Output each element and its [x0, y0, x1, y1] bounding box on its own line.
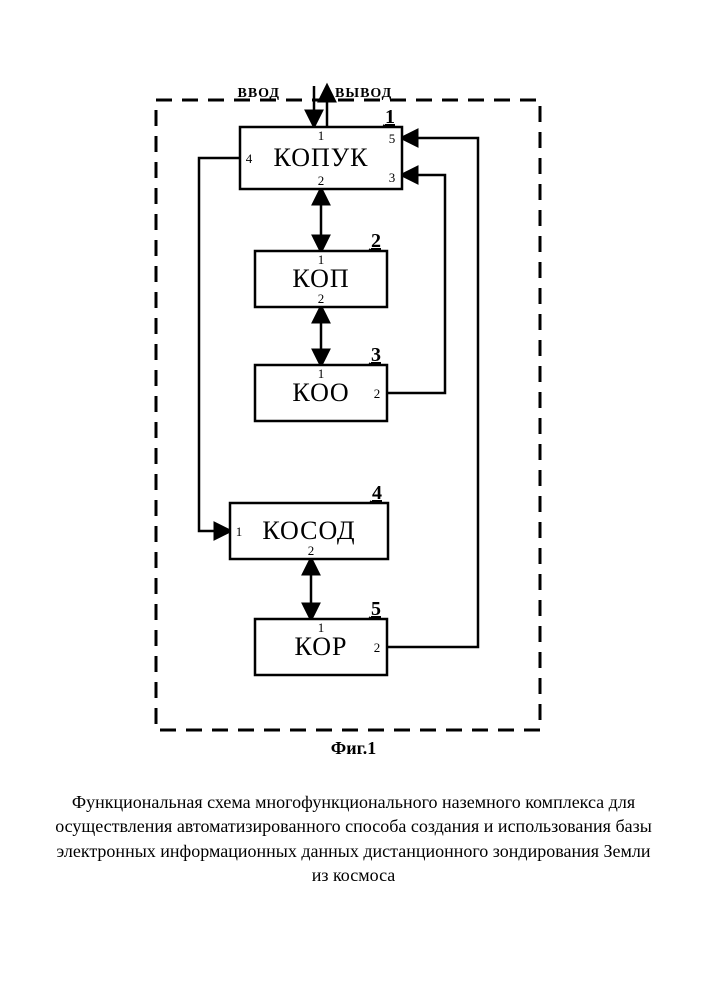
- caption: Функциональная схема многофункциональног…: [40, 790, 667, 887]
- port-kopuk-1: 1: [318, 128, 325, 143]
- port-koo-1: 1: [318, 366, 325, 381]
- node-kopuk: КОПУК112345: [240, 106, 402, 189]
- block-number-kosod: 4: [372, 482, 382, 504]
- node-label-kor: КОР: [295, 632, 348, 661]
- port-kop-2: 2: [318, 291, 325, 306]
- caption-line: из космоса: [40, 863, 667, 887]
- node-label-kop: КОП: [292, 264, 349, 293]
- node-label-kopuk: КОПУК: [274, 143, 369, 172]
- io-input-label: ВВОД: [238, 86, 281, 101]
- block-number-kop: 2: [371, 230, 381, 252]
- block-number-kor: 5: [371, 598, 381, 620]
- node-label-kosod: КОСОД: [262, 516, 355, 545]
- caption-line: электронных информационных данных дистан…: [40, 839, 667, 863]
- port-kopuk-5: 5: [389, 131, 396, 146]
- port-kor-2: 2: [374, 640, 381, 655]
- edge-kopuk4-kosod1: [199, 158, 240, 531]
- port-kop-1: 1: [318, 252, 325, 267]
- port-kopuk-4: 4: [246, 151, 253, 166]
- port-kosod-2: 2: [308, 543, 315, 558]
- caption-line: Функциональная схема многофункциональног…: [40, 790, 667, 814]
- block-number-koo: 3: [371, 344, 381, 366]
- diagram-svg: КОПУК112345КОП212КОО312КОСОД412КОР512 ВВ…: [0, 0, 707, 820]
- caption-line: осуществления автоматизированного способ…: [40, 814, 667, 838]
- port-kopuk-3: 3: [389, 170, 396, 185]
- port-kopuk-2: 2: [318, 173, 325, 188]
- figure-label: Фиг.1: [0, 738, 707, 759]
- node-kosod: КОСОД 4 1 2: [230, 482, 388, 559]
- edge-koo2-kopuk3: [387, 175, 445, 393]
- port-kosod-1: 1: [236, 524, 243, 539]
- block-number-kopuk: 1: [385, 106, 395, 128]
- port-koo-2: 2: [374, 386, 381, 401]
- node-label-koo: КОО: [292, 378, 349, 407]
- port-kor-1: 1: [318, 620, 325, 635]
- io-output-label: ВЫВОД: [335, 86, 392, 101]
- node-kor: КОР 5 1 2: [255, 598, 387, 675]
